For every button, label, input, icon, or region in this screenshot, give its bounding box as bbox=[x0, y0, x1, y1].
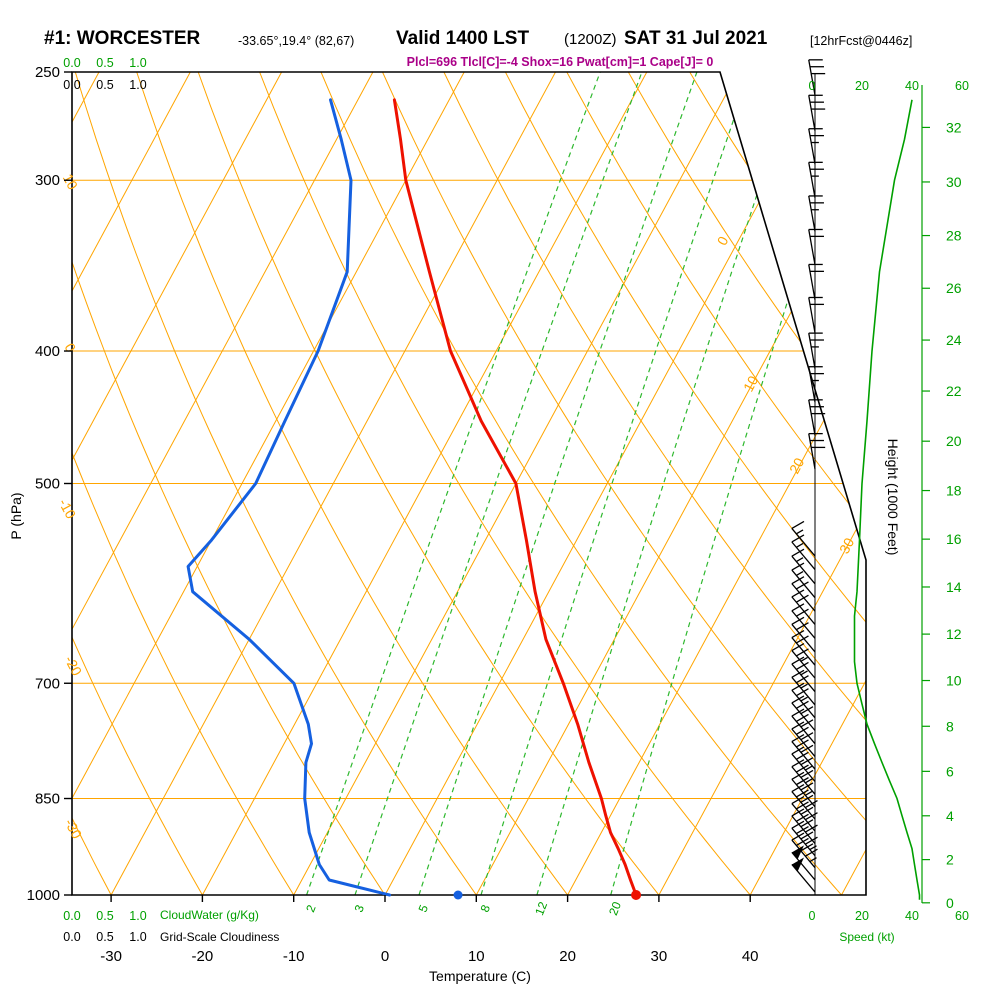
cloudiness-scale-label: Grid-Scale Cloudiness bbox=[160, 930, 280, 944]
svg-text:20: 20 bbox=[786, 455, 808, 476]
svg-text:1.0: 1.0 bbox=[129, 78, 146, 92]
svg-text:300: 300 bbox=[35, 172, 60, 189]
svg-text:26: 26 bbox=[946, 280, 962, 296]
svg-text:20: 20 bbox=[855, 909, 869, 923]
svg-text:28: 28 bbox=[946, 228, 962, 244]
svg-text:0: 0 bbox=[809, 79, 816, 93]
cloud-scale-ticks: 0.0 0.5 1.0 0.0 0.5 1.0 0.0 0.5 1.0 0.0 0.5 1.0 bbox=[63, 56, 146, 944]
svg-text:0.0: 0.0 bbox=[63, 56, 80, 70]
svg-text:10: 10 bbox=[740, 373, 762, 394]
svg-text:60: 60 bbox=[955, 79, 969, 93]
svg-text:30: 30 bbox=[836, 535, 858, 556]
surface-temperature-dot bbox=[631, 890, 642, 900]
svg-text:1.0: 1.0 bbox=[129, 56, 146, 70]
speed-scale-ticks: 0 20 40 600 20 40 60 bbox=[809, 79, 969, 923]
isobar-lines bbox=[72, 179, 866, 800]
title-valid-z: (1200Z) bbox=[564, 31, 617, 48]
svg-text:32: 32 bbox=[946, 119, 962, 135]
svg-text:1000: 1000 bbox=[27, 887, 60, 904]
svg-text:8: 8 bbox=[478, 902, 494, 914]
svg-text:500: 500 bbox=[35, 476, 60, 493]
svg-text:8: 8 bbox=[946, 718, 954, 734]
plot-border bbox=[71, 71, 867, 896]
svg-text:0: 0 bbox=[714, 233, 732, 248]
svg-text:0.5: 0.5 bbox=[96, 56, 113, 70]
svg-text:20: 20 bbox=[606, 899, 624, 917]
svg-text:1.0: 1.0 bbox=[129, 909, 146, 923]
svg-text:40: 40 bbox=[742, 948, 759, 965]
background-lines bbox=[72, 72, 866, 895]
svg-text:10: 10 bbox=[946, 673, 962, 689]
svg-text:1.0: 1.0 bbox=[129, 930, 146, 944]
title-coords: -33.65°,19.4° (82,67) bbox=[238, 34, 355, 48]
svg-text:0: 0 bbox=[809, 909, 816, 923]
svg-text:40: 40 bbox=[905, 79, 919, 93]
svg-text:-30: -30 bbox=[100, 948, 122, 965]
svg-text:10: 10 bbox=[60, 171, 82, 192]
svg-text:20: 20 bbox=[559, 948, 576, 965]
svg-text:700: 700 bbox=[35, 675, 60, 692]
svg-text:0.0: 0.0 bbox=[63, 78, 80, 92]
temperature-profile-line bbox=[392, 98, 638, 897]
svg-text:0.5: 0.5 bbox=[96, 909, 113, 923]
pressure-axis-label: P (hPa) bbox=[8, 492, 24, 540]
temperature-axis-ticks: -30 -20 -10 0 10 20 30 40 bbox=[100, 895, 759, 965]
svg-text:20: 20 bbox=[855, 79, 869, 93]
pressure-axis-ticks: 250 300 400 500 700 850 1000 bbox=[27, 64, 72, 904]
svg-text:14: 14 bbox=[946, 579, 962, 595]
title-valid: Valid 1400 LST bbox=[396, 28, 530, 49]
svg-text:18: 18 bbox=[946, 483, 962, 499]
svg-text:16: 16 bbox=[946, 531, 962, 547]
svg-text:-20: -20 bbox=[192, 948, 214, 965]
svg-text:5: 5 bbox=[416, 902, 432, 914]
svg-text:0.0: 0.0 bbox=[63, 909, 80, 923]
title-station: #1: WORCESTER bbox=[44, 28, 201, 49]
svg-text:400: 400 bbox=[35, 343, 60, 360]
svg-text:0: 0 bbox=[946, 895, 954, 911]
mixing-ratio-lines bbox=[306, 72, 861, 895]
svg-text:60: 60 bbox=[955, 909, 969, 923]
svg-text:0: 0 bbox=[62, 340, 80, 355]
svg-text:0: 0 bbox=[381, 948, 389, 965]
svg-text:30: 30 bbox=[651, 948, 668, 965]
svg-text:-20: -20 bbox=[62, 653, 86, 679]
svg-text:12: 12 bbox=[532, 899, 550, 917]
svg-text:0.5: 0.5 bbox=[96, 930, 113, 944]
title-date: SAT 31 Jul 2021 bbox=[624, 28, 768, 49]
svg-text:6: 6 bbox=[946, 763, 954, 779]
svg-text:10: 10 bbox=[468, 948, 485, 965]
svg-text:250: 250 bbox=[35, 64, 60, 81]
svg-text:30: 30 bbox=[946, 174, 962, 190]
dewpoint-profile-line bbox=[186, 98, 392, 897]
svg-text:-10: -10 bbox=[283, 948, 305, 965]
svg-text:-10: -10 bbox=[56, 496, 80, 522]
cloudwater-scale-label: CloudWater (g/Kg) bbox=[160, 908, 259, 922]
wind-barbs bbox=[791, 59, 826, 895]
svg-text:4: 4 bbox=[946, 808, 954, 824]
svg-text:0.5: 0.5 bbox=[96, 78, 113, 92]
svg-text:2: 2 bbox=[303, 902, 319, 914]
svg-text:2: 2 bbox=[946, 852, 954, 868]
svg-text:22: 22 bbox=[946, 383, 962, 399]
title-forecast-tag: [12hrFcst@0446z] bbox=[810, 34, 913, 48]
wind-speed-profile-line bbox=[853, 99, 921, 900]
svg-text:24: 24 bbox=[946, 332, 962, 348]
svg-text:12: 12 bbox=[946, 626, 962, 642]
svg-text:3: 3 bbox=[352, 902, 368, 914]
surface-aux-dot bbox=[453, 890, 463, 900]
sounding-parameters: Plcl=696 Tlcl[C]=-4 Shox=16 Pwat[cm]=1 C… bbox=[406, 55, 714, 69]
temperature-axis-label: Temperature (C) bbox=[429, 968, 531, 984]
height-axis-label: Height (1000 Feet) bbox=[885, 438, 901, 556]
svg-text:20: 20 bbox=[946, 433, 962, 449]
svg-text:40: 40 bbox=[905, 909, 919, 923]
speed-axis-label: Speed (kt) bbox=[839, 930, 895, 944]
svg-text:850: 850 bbox=[35, 791, 60, 808]
svg-text:0.0: 0.0 bbox=[63, 930, 80, 944]
